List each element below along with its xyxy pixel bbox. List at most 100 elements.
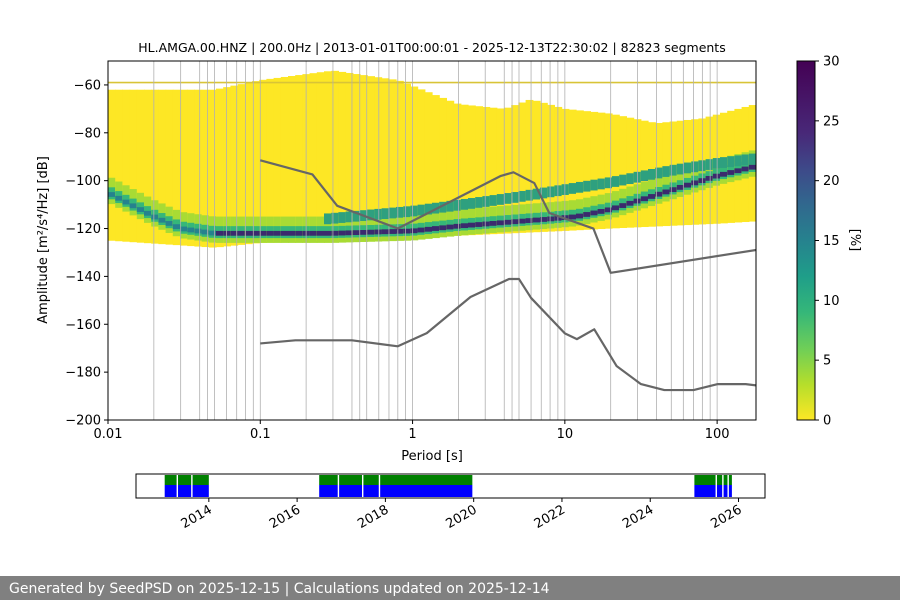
- psd-density-cell: [532, 100, 541, 233]
- timeline-gap: [191, 475, 193, 497]
- psd-density-cell: [446, 200, 455, 212]
- psd-density-cell: [446, 224, 455, 230]
- psd-density-cell: [244, 230, 253, 236]
- psd-density-cell: [640, 170, 649, 182]
- psd-density-cell: [230, 85, 239, 246]
- psd-density-cell: [741, 154, 750, 166]
- psd-density-cell: [338, 71, 347, 241]
- timeline-segments: [164, 475, 732, 497]
- psd-density-cell: [410, 86, 419, 239]
- psd-density-cell: [547, 216, 555, 222]
- psd-density-cell: [511, 192, 519, 203]
- psd-density-cell: [331, 230, 339, 236]
- timeline-tick-label: 2018: [355, 502, 391, 532]
- psd-heatmap: [108, 70, 756, 248]
- psd-density-cell: [417, 227, 426, 233]
- psd-density-cell: [511, 219, 519, 225]
- psd-density-cell: [324, 213, 332, 225]
- psd-density-cell: [216, 230, 224, 236]
- colorbar-tick-label: 5: [823, 354, 831, 369]
- psd-density-cell: [741, 166, 750, 172]
- data-availability-timeline: 2014 2016 2018 2020 2022 2024 2026: [135, 473, 766, 532]
- psd-density-cell: [619, 116, 627, 228]
- psd-density-cell: [439, 225, 447, 231]
- psd-density-cell: [482, 196, 491, 207]
- timeline-tick-label: 2020: [444, 502, 480, 532]
- psd-density-cell: [540, 217, 548, 222]
- timeline-gap: [378, 475, 381, 497]
- colorbar-tick-label: 20: [823, 174, 840, 189]
- psd-density-cell: [576, 213, 584, 219]
- psd-density-cell: [748, 164, 756, 170]
- psd-density-cell: [691, 161, 699, 173]
- colorbar-ticks: 0 5 10 15 20 25 30: [815, 55, 840, 429]
- psd-density-cell: [122, 89, 131, 242]
- timeline-gap: [362, 475, 364, 497]
- psd-density-cell: [108, 192, 116, 197]
- psd-density-cell: [475, 106, 483, 235]
- x-tick-label: 1: [408, 427, 416, 442]
- psd-density-cell: [324, 71, 332, 241]
- psd-density-cell: [583, 111, 591, 230]
- x-axis-label: Period [s]: [401, 449, 463, 464]
- psd-density-cell: [316, 230, 325, 236]
- psd-density-cell: [669, 164, 678, 176]
- y-axis-label: Amplitude [m²/s⁴/Hz] [dB]: [36, 156, 51, 324]
- psd-density-cell: [568, 214, 577, 220]
- psd-density-cell: [532, 188, 541, 200]
- psd-density-cell: [727, 170, 735, 175]
- psd-density-cell: [309, 230, 318, 236]
- psd-density-cell: [352, 210, 361, 222]
- psd-density-cell: [554, 215, 563, 221]
- psd-density-cell: [504, 193, 512, 204]
- psd-density-cell: [612, 114, 620, 229]
- psd-density-cell: [223, 230, 231, 236]
- psd-chart: HL.AMGA.00.HNZ | 200.0Hz | 2013-01-01T00…: [36, 40, 757, 464]
- psd-density-cell: [561, 108, 570, 231]
- psd-density-cell: [180, 89, 188, 246]
- psd-density-cell: [410, 228, 419, 234]
- psd-density-cell: [266, 230, 275, 236]
- psd-density-cell: [417, 89, 426, 238]
- psd-density-cell: [374, 208, 383, 220]
- y-tick-label: −100: [65, 174, 101, 189]
- psd-density-cell: [662, 189, 671, 195]
- psd-density-cell: [374, 229, 383, 235]
- nhnm-curve: [259, 159, 756, 274]
- psd-density-cell: [720, 171, 728, 177]
- psd-density-cell: [489, 195, 498, 206]
- psd-density-cell: [165, 221, 174, 226]
- timeline-gap: [727, 475, 729, 497]
- psd-density-cell: [676, 184, 685, 190]
- psd-density-cell: [640, 196, 649, 202]
- timeline-gap: [176, 475, 179, 497]
- timeline-available-segment: [319, 485, 473, 497]
- psd-density-cell: [403, 206, 411, 218]
- psd-density-cell: [655, 191, 663, 197]
- psd-density-cell: [360, 75, 368, 240]
- psd-density-cell: [381, 78, 390, 239]
- timeline-tick-label: 2014: [179, 502, 215, 532]
- psd-density-cell: [216, 88, 224, 248]
- psd-density-cell: [180, 226, 188, 232]
- psd-density-cell: [705, 175, 714, 181]
- psd-density-cell: [525, 189, 534, 201]
- psd-density-cell: [662, 166, 671, 177]
- psd-density-cell: [388, 229, 397, 234]
- psd-density-cell: [374, 77, 383, 240]
- colorbar: 0 5 10 15 20 25 30 [%]: [796, 55, 862, 429]
- footer-bar: Generated by SeedPSD on 2025-12-15 | Cal…: [0, 576, 900, 600]
- psd-density-cell: [597, 178, 606, 190]
- psd-density-cell: [410, 205, 419, 217]
- y-tick-label: −120: [65, 222, 101, 237]
- x-tick-label: 0.1: [250, 427, 271, 442]
- y-tick-label: −140: [65, 270, 101, 285]
- psd-density-cell: [352, 74, 361, 240]
- psd-density-cell: [619, 203, 627, 208]
- psd-density-cell: [619, 174, 627, 186]
- psd-density-cell: [576, 181, 584, 193]
- psd-density-cell: [568, 183, 577, 194]
- psd-density-cell: [676, 163, 685, 175]
- psd-density-cell: [338, 230, 347, 236]
- psd-density-cell: [547, 104, 555, 232]
